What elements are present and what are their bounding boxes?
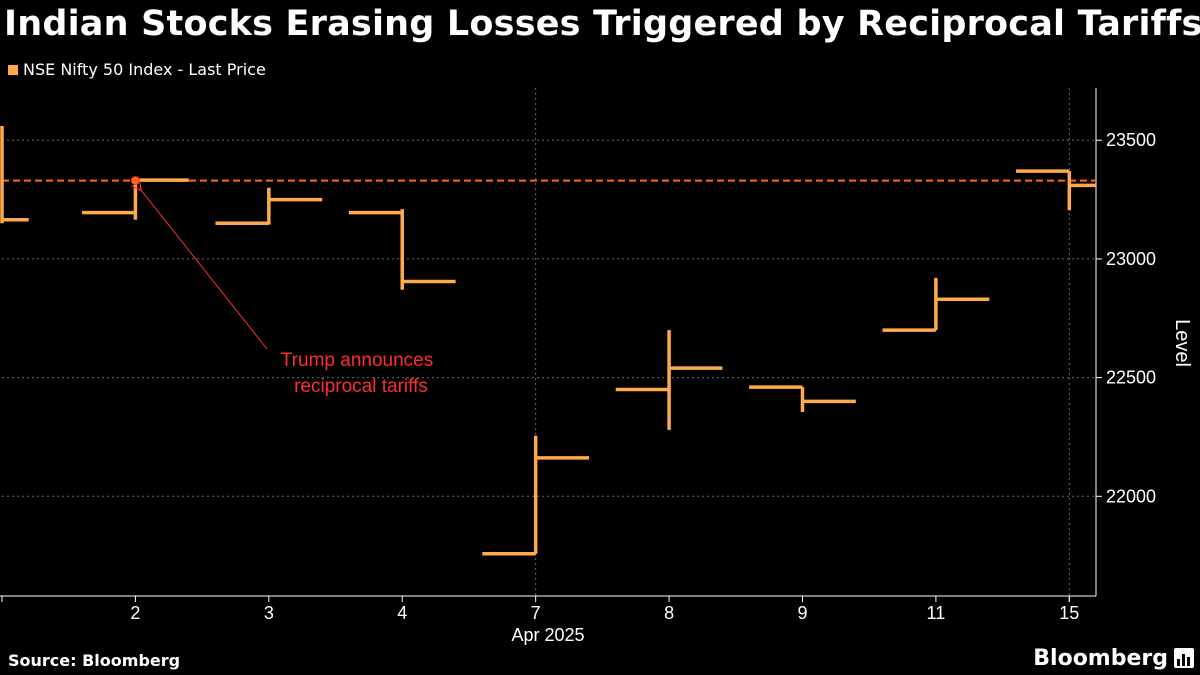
legend-label: NSE Nifty 50 Index - Last Price <box>23 60 266 79</box>
annotation-arrow <box>141 191 268 350</box>
x-tick-label: 15 <box>1059 603 1079 623</box>
y-tick-label: 23000 <box>1106 249 1156 269</box>
chart-title: Indian Stocks Erasing Losses Triggered b… <box>4 4 1200 44</box>
x-tick-label: 2 <box>130 603 140 623</box>
x-tick-label: 9 <box>797 603 807 623</box>
grid-lines <box>2 88 1096 596</box>
x-tick-label: 4 <box>397 603 407 623</box>
annotation-layer: Trump announces reciprocal tariffs <box>130 176 433 397</box>
legend: NSE Nifty 50 Index - Last Price <box>8 60 266 79</box>
y-tick-label: 22500 <box>1106 368 1156 388</box>
x-tick-label: 3 <box>264 603 274 623</box>
tick-labels: Apr 2025 Level 22000 22500 23000 23500 2 3 4 7 8… <box>130 130 1193 645</box>
x-tick-label: 7 <box>531 603 541 623</box>
x-tick-label: 8 <box>664 603 674 623</box>
source-note: Source: Bloomberg <box>8 651 181 670</box>
price-series <box>0 125 1096 556</box>
x-tick-label: 11 <box>927 603 946 623</box>
annotation-text-line2: reciprocal tariffs <box>294 376 428 397</box>
bar-chart-icon <box>1174 648 1194 668</box>
axes <box>0 88 1102 602</box>
annotation-text-line1: Trump announces <box>281 350 433 371</box>
annotation-marker <box>130 176 140 186</box>
bloomberg-logo: Bloomberg <box>1033 646 1168 671</box>
y-tick-label: 22000 <box>1106 486 1156 506</box>
x-axis-label: Apr 2025 <box>511 625 584 645</box>
legend-swatch <box>8 64 18 75</box>
y-tick-label: 23500 <box>1106 130 1156 150</box>
y-axis-label: Level <box>1171 319 1193 367</box>
